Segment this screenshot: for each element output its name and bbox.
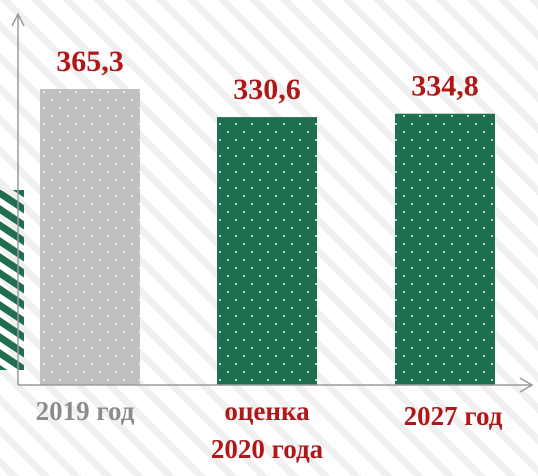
side-stripe [0,237,24,262]
x-tick-label: 2019 год [36,396,135,426]
bar-dot-texture [40,89,140,385]
side-stripe [0,190,24,214]
side-stripe-decoration [0,190,24,370]
side-stripe [0,285,24,310]
x-tick-label: 2027 год [404,401,503,431]
side-stripe [0,301,24,326]
x-axis-arrow [519,377,534,393]
x-tick-label: оценка [224,396,310,426]
side-stripe [0,269,24,294]
side-stripe [0,333,24,358]
side-stripe [0,317,24,342]
y-axis-arrow [11,12,25,27]
data-label: 330,6 [233,73,301,106]
side-stripe [0,253,24,278]
side-stripe [0,221,24,246]
side-stripe [0,205,24,230]
bars-group [40,89,495,386]
bar-dot-texture [395,113,495,386]
value-labels-group: 365,3 330,6 334,8 [56,45,479,106]
category-labels-group: 2019 год оценка 2020 года 2027 год [36,396,503,464]
bar-dot-texture [217,117,317,386]
data-label: 365,3 [56,45,124,78]
axes [11,12,534,393]
side-stripe [0,349,24,370]
x-tick-label: 2020 года [211,434,324,464]
data-label: 334,8 [411,70,479,103]
